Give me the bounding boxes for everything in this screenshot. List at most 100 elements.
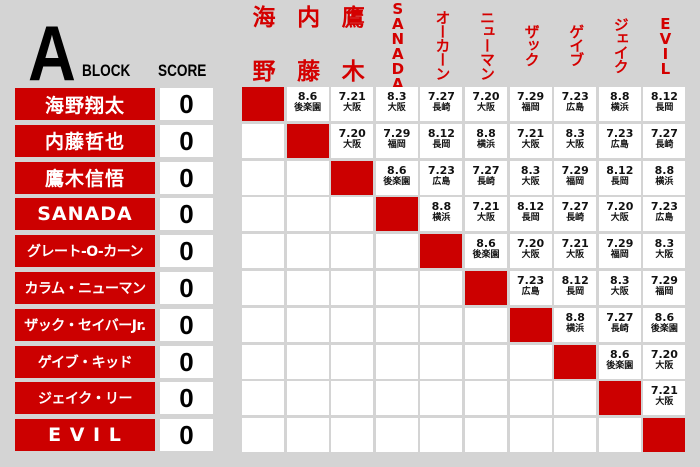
match-cell: 8.12 長岡 — [643, 87, 686, 121]
match-venue: 後楽園 — [472, 250, 500, 261]
match-date: 8.12 — [427, 126, 455, 140]
player-name: SANADA — [15, 198, 155, 231]
match-venue: 長崎 — [476, 176, 495, 187]
match-venue: 大阪 — [521, 139, 540, 150]
match-cell: 8.8 横浜 — [643, 160, 686, 195]
match-date: 8.12 — [517, 200, 545, 214]
column-header: EVIL — [656, 15, 675, 75]
match-date: 8.6 — [476, 237, 496, 251]
match-cell: 8.8 横浜 — [598, 87, 641, 121]
match-venue: 大阪 — [521, 176, 540, 187]
match-venue: 大阪 — [610, 287, 629, 297]
player-score: 0 — [160, 161, 213, 194]
match-venue: 広島 — [432, 176, 451, 187]
match-venue: 長崎 — [610, 323, 629, 334]
match-date: 8.8 — [565, 310, 585, 324]
match-date: 7.23 — [561, 90, 589, 103]
match-cell: 7.27 長崎 — [554, 197, 597, 232]
player-score: 0 — [160, 308, 213, 341]
empty-cell — [465, 307, 507, 342]
match-cell: 7.20 大阪 — [643, 344, 686, 379]
match-date: 7.29 — [561, 163, 589, 177]
match-venue: 後楽園 — [383, 176, 411, 187]
empty-cell — [331, 197, 374, 232]
empty-cell — [465, 344, 507, 379]
empty-cell — [286, 418, 329, 453]
self-cell — [554, 344, 597, 379]
match-cell: 7.23 広島 — [420, 160, 463, 195]
column-header-char: 藤 — [297, 58, 321, 85]
block-label: BLOCK — [82, 61, 131, 80]
match-venue: 長崎 — [655, 139, 674, 150]
match-venue: 広島 — [610, 139, 629, 150]
match-venue: 長崎 — [566, 213, 585, 224]
match-cell: 7.29 福岡 — [509, 87, 552, 121]
match-venue: 横浜 — [610, 103, 629, 113]
match-cell: 7.20 大阪 — [598, 197, 641, 232]
column-header: 海野 — [242, 6, 286, 84]
match-date: 7.29 — [606, 237, 634, 251]
match-venue: 福岡 — [655, 287, 674, 297]
match-venue: 広島 — [655, 213, 674, 224]
match-cell: 7.20 大阪 — [509, 234, 552, 269]
player-score: 0 — [160, 198, 213, 231]
match-date: 8.6 — [297, 90, 318, 103]
match-date: 7.27 — [427, 90, 455, 103]
match-cell: 7.23 広島 — [598, 123, 641, 158]
player-name: 海野翔太 — [15, 88, 155, 120]
match-venue: 福岡 — [566, 176, 585, 187]
player-score: 0 — [160, 272, 213, 304]
match-venue: 大阪 — [476, 213, 495, 224]
player-name: ゲイブ・キッド — [15, 345, 155, 378]
match-date: 7.20 — [606, 200, 634, 214]
match-date: 7.21 — [561, 237, 589, 251]
match-date: 7.29 — [383, 126, 411, 140]
self-cell — [375, 197, 418, 232]
match-date: 8.8 — [476, 126, 496, 140]
empty-cell — [286, 381, 329, 416]
match-cell: 8.6 後楽園 — [643, 307, 686, 342]
match-date: 7.20 — [650, 347, 678, 361]
match-venue: 後楽園 — [606, 360, 634, 371]
match-cell: 7.21 大阪 — [554, 234, 597, 269]
empty-cell — [242, 344, 284, 379]
empty-cell — [554, 418, 597, 453]
match-venue: 長岡 — [610, 176, 629, 187]
match-venue: 広島 — [521, 287, 540, 297]
match-date: 7.27 — [561, 200, 589, 214]
match-venue: 長崎 — [432, 103, 451, 113]
match-venue: 後楽園 — [294, 103, 322, 113]
empty-cell — [420, 271, 463, 305]
match-date: 7.27 — [606, 310, 634, 324]
match-cell: 8.6 後楽園 — [598, 344, 641, 379]
match-date: 7.23 — [517, 274, 545, 287]
match-date: 7.29 — [650, 274, 678, 287]
match-cell: 8.6 後楽園 — [375, 160, 418, 195]
player-name: カラム・ニューマン — [15, 272, 155, 304]
match-cell: 8.12 長岡 — [509, 197, 552, 232]
match-venue: 大阪 — [343, 139, 362, 150]
match-date: 8.6 — [610, 347, 630, 361]
match-venue: 大阪 — [566, 139, 585, 150]
block-letter: A — [28, 9, 76, 97]
match-cell: 7.29 福岡 — [643, 271, 686, 305]
match-cell: 8.3 大阪 — [598, 271, 641, 305]
match-venue: 広島 — [566, 103, 585, 113]
column-header: ジェイク — [611, 17, 630, 73]
column-header: ニューマン — [478, 10, 496, 80]
column-header-char: 野 — [252, 58, 276, 85]
player-score: 0 — [160, 124, 213, 157]
match-venue: 大阪 — [521, 250, 540, 261]
match-cell: 8.12 長岡 — [554, 271, 597, 305]
match-venue: 大阪 — [566, 250, 585, 261]
match-cell: 7.20 大阪 — [331, 123, 374, 158]
column-header: 鷹木 — [331, 6, 375, 84]
match-venue: 大阪 — [655, 360, 674, 371]
match-cell: 8.8 横浜 — [420, 197, 463, 232]
self-cell — [331, 160, 374, 195]
match-date: 8.12 — [561, 274, 589, 287]
match-date: 8.8 — [654, 163, 675, 177]
match-date: 7.23 — [650, 200, 678, 214]
empty-cell — [242, 160, 284, 195]
column-header: ゲイブ — [567, 24, 586, 66]
